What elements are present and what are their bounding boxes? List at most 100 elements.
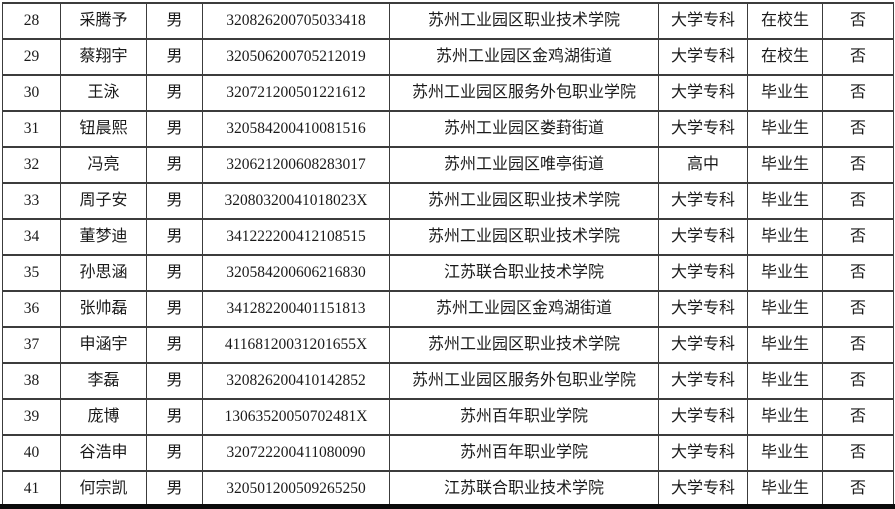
- cell-education-level: 大学专科: [658, 110, 748, 148]
- cell-education-level: 大学专科: [658, 218, 748, 256]
- cell-flag: 否: [822, 74, 894, 112]
- cell-education-level: 大学专科: [658, 470, 748, 508]
- cell-row-number: 37: [2, 326, 61, 364]
- cell-flag: 否: [822, 110, 894, 148]
- cell-name: 王泳: [60, 74, 147, 112]
- cell-id-number: 13063520050702481X: [202, 398, 390, 436]
- cell-row-number: 28: [2, 2, 61, 40]
- cell-student-status: 毕业生: [747, 110, 823, 148]
- cell-gender: 男: [146, 362, 203, 400]
- cell-student-status: 在校生: [747, 2, 823, 40]
- cell-education-level: 大学专科: [658, 326, 748, 364]
- cell-student-status: 毕业生: [747, 434, 823, 472]
- cell-name: 谷浩申: [60, 434, 147, 472]
- cell-education-level: 高中: [658, 146, 748, 184]
- cell-id-number: 320584200410081516: [202, 110, 390, 148]
- cell-row-number: 41: [2, 470, 61, 508]
- cell-name: 蔡翔宇: [60, 38, 147, 76]
- cell-name: 钮晨熙: [60, 110, 147, 148]
- cell-row-number: 29: [2, 38, 61, 76]
- cell-student-status: 毕业生: [747, 362, 823, 400]
- cell-school-or-street: 江苏联合职业技术学院: [389, 254, 659, 292]
- cell-flag: 否: [822, 434, 894, 472]
- cell-name: 庞博: [60, 398, 147, 436]
- cell-education-level: 大学专科: [658, 434, 748, 472]
- cell-row-number: 34: [2, 218, 61, 256]
- cell-school-or-street: 苏州工业园区职业技术学院: [389, 326, 659, 364]
- cell-gender: 男: [146, 182, 203, 220]
- cell-name: 周子安: [60, 182, 147, 220]
- cell-flag: 否: [822, 290, 894, 328]
- cell-gender: 男: [146, 74, 203, 112]
- cell-school-or-street: 江苏联合职业技术学院: [389, 470, 659, 508]
- cell-student-status: 毕业生: [747, 290, 823, 328]
- table-row: 28 采腾予 男 320826200705033418 苏州工业园区职业技术学院…: [2, 2, 894, 40]
- table-row: 31 钮晨熙 男 320584200410081516 苏州工业园区娄葑街道 大…: [2, 110, 894, 148]
- cell-row-number: 30: [2, 74, 61, 112]
- cell-id-number: 320826200705033418: [202, 2, 390, 40]
- cell-education-level: 大学专科: [658, 362, 748, 400]
- cell-id-number: 320621200608283017: [202, 146, 390, 184]
- cell-id-number: 320506200705212019: [202, 38, 390, 76]
- cell-student-status: 在校生: [747, 38, 823, 76]
- cell-education-level: 大学专科: [658, 38, 748, 76]
- cell-id-number: 341282200401151813: [202, 290, 390, 328]
- cell-id-number: 320501200509265250: [202, 470, 390, 508]
- cell-flag: 否: [822, 470, 894, 508]
- cell-row-number: 39: [2, 398, 61, 436]
- cell-id-number: 32080320041018023X: [202, 182, 390, 220]
- cell-education-level: 大学专科: [658, 254, 748, 292]
- cell-student-status: 毕业生: [747, 218, 823, 256]
- table-row: 40 谷浩申 男 320722200411080090 苏州百年职业学院 大学专…: [2, 434, 894, 472]
- cell-id-number: 320721200501221612: [202, 74, 390, 112]
- cell-school-or-street: 苏州工业园区服务外包职业学院: [389, 74, 659, 112]
- table-row: 35 孙思涵 男 320584200606216830 江苏联合职业技术学院 大…: [2, 254, 894, 292]
- table-row: 32 冯亮 男 320621200608283017 苏州工业园区唯亭街道 高中…: [2, 146, 894, 184]
- cell-name: 申涵宇: [60, 326, 147, 364]
- cell-row-number: 38: [2, 362, 61, 400]
- cell-row-number: 36: [2, 290, 61, 328]
- table-row: 29 蔡翔宇 男 320506200705212019 苏州工业园区金鸡湖街道 …: [2, 38, 894, 76]
- cell-school-or-street: 苏州工业园区金鸡湖街道: [389, 290, 659, 328]
- table-row: 37 申涵宇 男 41168120031201655X 苏州工业园区职业技术学院…: [2, 326, 894, 364]
- cell-name: 李磊: [60, 362, 147, 400]
- cell-education-level: 大学专科: [658, 2, 748, 40]
- cell-education-level: 大学专科: [658, 290, 748, 328]
- cell-flag: 否: [822, 182, 894, 220]
- cell-school-or-street: 苏州工业园区职业技术学院: [389, 2, 659, 40]
- cell-student-status: 毕业生: [747, 146, 823, 184]
- cell-row-number: 31: [2, 110, 61, 148]
- cell-school-or-street: 苏州工业园区服务外包职业学院: [389, 362, 659, 400]
- cell-row-number: 35: [2, 254, 61, 292]
- cell-flag: 否: [822, 362, 894, 400]
- cell-gender: 男: [146, 38, 203, 76]
- cell-gender: 男: [146, 326, 203, 364]
- cell-id-number: 320826200410142852: [202, 362, 390, 400]
- cell-school-or-street: 苏州工业园区唯亭街道: [389, 146, 659, 184]
- table-row: 38 李磊 男 320826200410142852 苏州工业园区服务外包职业学…: [2, 362, 894, 400]
- cell-row-number: 32: [2, 146, 61, 184]
- cell-student-status: 毕业生: [747, 326, 823, 364]
- cell-name: 张帅磊: [60, 290, 147, 328]
- cell-gender: 男: [146, 218, 203, 256]
- table-row: 41 何宗凯 男 320501200509265250 江苏联合职业技术学院 大…: [2, 470, 894, 508]
- cell-school-or-street: 苏州工业园区职业技术学院: [389, 218, 659, 256]
- cell-flag: 否: [822, 38, 894, 76]
- cell-student-status: 毕业生: [747, 254, 823, 292]
- cell-flag: 否: [822, 254, 894, 292]
- cell-education-level: 大学专科: [658, 398, 748, 436]
- cell-id-number: 320584200606216830: [202, 254, 390, 292]
- table-row: 34 董梦迪 男 341222200412108515 苏州工业园区职业技术学院…: [2, 218, 894, 256]
- cell-name: 采腾予: [60, 2, 147, 40]
- cell-id-number: 341222200412108515: [202, 218, 390, 256]
- cell-name: 何宗凯: [60, 470, 147, 508]
- cell-student-status: 毕业生: [747, 182, 823, 220]
- cell-gender: 男: [146, 398, 203, 436]
- cell-gender: 男: [146, 2, 203, 40]
- cell-student-status: 毕业生: [747, 74, 823, 112]
- cell-flag: 否: [822, 146, 894, 184]
- cell-name: 董梦迪: [60, 218, 147, 256]
- table-row: 30 王泳 男 320721200501221612 苏州工业园区服务外包职业学…: [2, 74, 894, 112]
